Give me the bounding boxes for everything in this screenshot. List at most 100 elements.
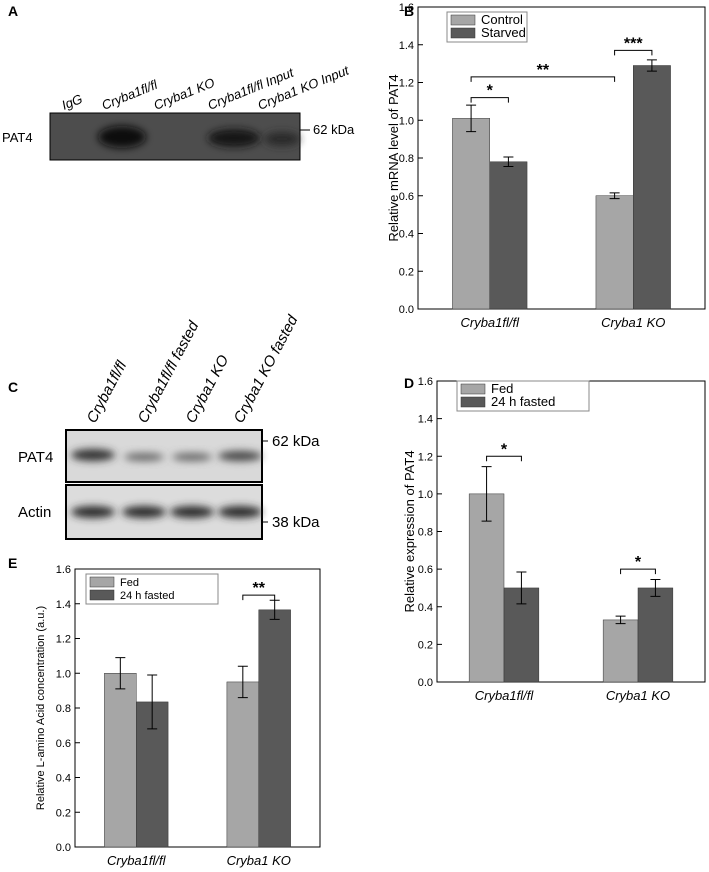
y-tick-label: 0.2 [418, 639, 433, 651]
y-tick-label: 1.0 [418, 489, 433, 501]
x-tick-label: Cryba1 KO [606, 688, 670, 703]
band [122, 506, 166, 518]
panel-letter: D [404, 375, 414, 391]
legend-label: 24 h fasted [491, 394, 555, 409]
band [172, 453, 212, 461]
lane-label: Cryba1 KO [183, 352, 233, 426]
y-tick-label: 1.4 [399, 40, 414, 52]
y-tick-label: 0.6 [418, 564, 433, 576]
bar [104, 673, 137, 848]
y-axis-label: Relative expression of PAT4 [402, 450, 417, 612]
row-label: Actin [18, 504, 51, 521]
band [98, 126, 146, 148]
legend-swatch [460, 383, 486, 395]
significance-label: *** [624, 35, 643, 52]
error-bar [503, 156, 514, 167]
y-tick-label: 1.0 [399, 115, 414, 127]
panel-letter: C [8, 379, 18, 395]
bar [489, 161, 528, 310]
legend-swatch [460, 396, 486, 408]
bar [595, 195, 634, 310]
blot-a: PAT4 62 kDa IgG Cryba1fl/fl Cryba1 KO Cr… [2, 62, 355, 161]
marker-label: 38 kDa [272, 514, 320, 531]
lane-label: Cryba1fl/fl [84, 358, 131, 426]
error-bar [615, 615, 626, 625]
legend-swatch [89, 576, 115, 588]
y-tick-label: 0.4 [399, 229, 414, 241]
error-bar [609, 192, 620, 200]
error-bar [481, 466, 492, 522]
y-tick-label: 0.4 [418, 602, 433, 614]
y-tick-label: 0.0 [399, 304, 414, 316]
legend-label: Fed [120, 577, 139, 589]
legend-frame [446, 11, 528, 43]
y-tick-label: 0.0 [418, 677, 433, 689]
x-tick-label: Cryba1 KO [601, 315, 665, 330]
legend-swatch [450, 14, 476, 26]
band [218, 506, 262, 518]
legend-label: Control [481, 12, 523, 27]
band [264, 132, 300, 146]
panel-letter: A [8, 3, 18, 19]
panel-letter: E [8, 555, 17, 571]
legend-frame [85, 573, 219, 605]
error-bar [516, 571, 527, 605]
bar [226, 681, 259, 848]
blot-c: PAT4 Actin 62 kDa 38 kDa Cryba1fl/fl Cry… [18, 312, 320, 540]
row-label: PAT4 [2, 130, 33, 145]
y-tick-label: 0.8 [56, 703, 71, 715]
bar [633, 65, 671, 310]
error-bar [466, 104, 477, 133]
y-tick-label: 0.6 [56, 738, 71, 750]
y-tick-label: 0.2 [399, 266, 414, 278]
error-bar [237, 665, 248, 699]
legend-swatch [450, 27, 476, 39]
y-tick-label: 0.8 [418, 527, 433, 539]
band [170, 506, 214, 518]
significance-label: * [501, 441, 508, 458]
significance-bracket [486, 455, 522, 462]
significance-bracket [242, 594, 276, 601]
significance-bracket [614, 49, 653, 56]
band [208, 129, 260, 147]
y-tick-label: 0.6 [399, 191, 414, 203]
y-tick-label: 0.0 [56, 842, 71, 854]
y-tick-label: 1.6 [56, 564, 71, 576]
legend-frame [456, 380, 590, 412]
error-bar [115, 657, 126, 690]
panel-letter: B [404, 3, 414, 19]
band [71, 449, 115, 461]
x-tick-label: Cryba1fl/fl [460, 315, 520, 330]
y-tick-label: 1.2 [56, 634, 71, 646]
lane-label: Cryba1 KO [152, 75, 217, 113]
y-axis-label: Relative L-amino Acid concentration (a.u… [35, 606, 47, 810]
y-tick-label: 1.2 [418, 451, 433, 463]
error-bar [650, 578, 661, 597]
blot-frame [49, 112, 301, 161]
bar [258, 609, 291, 848]
error-bar [269, 599, 280, 620]
bar [452, 118, 491, 310]
bar [468, 493, 505, 683]
significance-label: * [487, 83, 494, 100]
significance-label: ** [537, 62, 550, 79]
significance-bracket [470, 76, 616, 82]
legend-swatch [89, 589, 115, 601]
y-tick-label: 1.0 [56, 668, 71, 680]
error-bar [646, 59, 657, 72]
y-axis-label: Relative mRNA level of PAT4 [386, 74, 401, 241]
y-tick-label: 1.6 [399, 2, 414, 14]
significance-bracket [470, 97, 509, 103]
row-label: PAT4 [18, 449, 53, 466]
y-tick-label: 1.2 [399, 78, 414, 90]
bar [637, 587, 674, 683]
x-tick-label: Cryba1fl/fl [475, 688, 535, 703]
lane-label: Cryba1 KO fasted [231, 312, 302, 426]
y-tick-label: 1.4 [418, 414, 433, 426]
significance-label: ** [253, 580, 266, 597]
x-tick-label: Cryba1 KO [227, 853, 291, 868]
error-bar [147, 674, 158, 730]
y-tick-label: 0.2 [56, 807, 71, 819]
legend-label: 24 h fasted [120, 590, 174, 602]
band [218, 451, 262, 461]
